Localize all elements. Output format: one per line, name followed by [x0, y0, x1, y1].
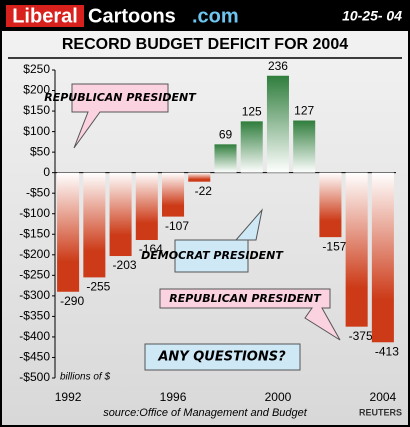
- value-label: 69: [219, 128, 233, 142]
- callout: [174, 208, 263, 273]
- y-tick-label: $100: [23, 124, 50, 138]
- x-tick-label: 2004: [370, 390, 397, 404]
- y-tick-label: -$150: [19, 226, 50, 240]
- value-label: -203: [113, 258, 137, 272]
- value-label: -413: [375, 344, 399, 358]
- unit-note: billions of $: [60, 372, 110, 383]
- logo-part: .com: [192, 5, 239, 27]
- callout: [159, 288, 341, 341]
- logo-part: Cartoons: [88, 5, 176, 27]
- y-tick-label: -$400: [19, 329, 50, 343]
- value-label: -22: [195, 184, 213, 198]
- annotation: ANY QUESTIONS?: [157, 350, 286, 365]
- y-tick-label: -$450: [19, 350, 50, 364]
- bar: [240, 121, 263, 173]
- callout: [144, 343, 301, 371]
- y-tick-label: -$50: [26, 185, 50, 199]
- logo-box: [6, 5, 84, 27]
- x-tick-label: 1996: [160, 390, 187, 404]
- bar: [162, 172, 185, 217]
- bar: [109, 172, 132, 257]
- callout: [71, 83, 169, 149]
- value-label: -290: [60, 294, 84, 308]
- x-tick-label: 1992: [55, 390, 82, 404]
- y-tick-label: -$200: [19, 247, 50, 261]
- bar: [345, 172, 368, 327]
- credit: REUTERS: [359, 407, 402, 417]
- y-tick-label: -$350: [19, 309, 50, 323]
- y-tick-label: -$300: [19, 288, 50, 302]
- value-label: -157: [322, 239, 346, 253]
- annotation: REPUBLICAN PRESIDENT: [169, 292, 322, 305]
- y-tick-label: -$500: [19, 370, 50, 384]
- bar: [371, 172, 394, 343]
- logo-part: Liberal: [12, 5, 78, 27]
- y-tick-label: 0: [43, 165, 50, 179]
- y-tick-label: -$100: [19, 206, 50, 220]
- y-tick-label: $50: [30, 144, 50, 158]
- y-tick-label: -$250: [19, 268, 50, 282]
- x-tick-label: 2000: [265, 390, 292, 404]
- value-label: -107: [165, 219, 189, 233]
- y-tick-label: $250: [23, 62, 50, 76]
- y-tick-label: $200: [23, 83, 50, 97]
- y-tick-label: $150: [23, 103, 50, 117]
- value-label: 236: [268, 59, 288, 73]
- value-label: -255: [86, 280, 110, 294]
- value-label: 127: [294, 104, 314, 118]
- bar: [135, 172, 158, 241]
- source: source:Office of Management and Budget: [103, 407, 308, 419]
- bar: [188, 172, 211, 182]
- value-label: -375: [349, 329, 373, 343]
- bar: [293, 120, 316, 173]
- annotation: REPUBLICAN PRESIDENT: [44, 91, 197, 104]
- date: 10-25- 04: [342, 8, 402, 24]
- annotation: DEMOCRAT PRESIDENT: [141, 249, 284, 262]
- value-label: 125: [242, 105, 262, 119]
- bar: [57, 172, 80, 292]
- bar: [319, 172, 342, 238]
- bar: [266, 75, 289, 173]
- bar: [214, 144, 237, 173]
- value-label: -164: [139, 242, 163, 256]
- bar: [83, 172, 106, 278]
- chart-title: RECORD BUDGET DEFICIT FOR 2004: [62, 36, 348, 53]
